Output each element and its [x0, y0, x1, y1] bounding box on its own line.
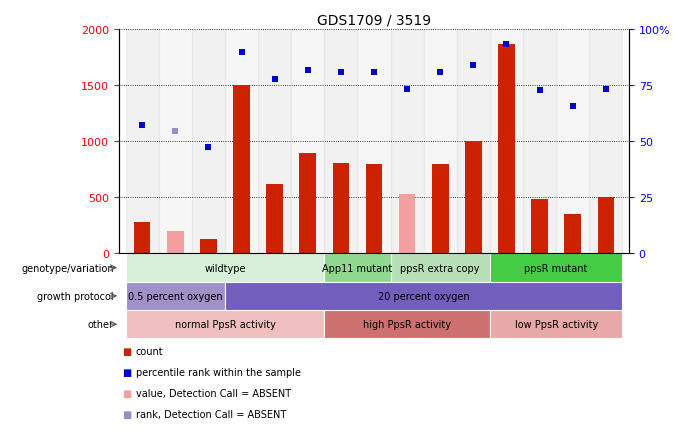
Text: 0.5 percent oxygen: 0.5 percent oxygen	[128, 291, 222, 301]
Bar	[134, 223, 150, 254]
Bar	[299, 153, 316, 254]
Bar	[324, 30, 358, 254]
Bar	[490, 254, 622, 282]
Bar	[399, 195, 415, 254]
Bar	[225, 30, 258, 254]
Bar	[366, 164, 382, 254]
Bar	[556, 30, 590, 254]
Bar	[291, 30, 324, 254]
Text: other: other	[88, 319, 114, 329]
Bar	[333, 163, 349, 254]
Bar	[126, 30, 158, 254]
Bar	[258, 30, 291, 254]
Bar	[200, 240, 217, 254]
Text: ■: ■	[122, 409, 132, 419]
Bar	[590, 30, 622, 254]
Text: ■: ■	[122, 368, 132, 377]
Bar	[498, 45, 515, 254]
Bar	[432, 164, 449, 254]
Bar	[531, 199, 548, 254]
Text: percentile rank within the sample: percentile rank within the sample	[136, 368, 301, 377]
Text: low PpsR activity: low PpsR activity	[515, 319, 598, 329]
Text: count: count	[136, 347, 164, 356]
Text: wildtype: wildtype	[204, 263, 245, 273]
Bar	[233, 86, 250, 254]
Text: App11 mutant: App11 mutant	[322, 263, 392, 273]
Bar	[167, 231, 184, 254]
Bar	[225, 282, 622, 310]
Text: ■: ■	[122, 388, 132, 398]
Text: high PpsR activity: high PpsR activity	[363, 319, 451, 329]
Title: GDS1709 / 3519: GDS1709 / 3519	[317, 14, 431, 28]
Text: normal PpsR activity: normal PpsR activity	[175, 319, 275, 329]
Bar	[523, 30, 556, 254]
Bar	[390, 30, 424, 254]
Bar	[324, 254, 390, 282]
Bar	[358, 30, 390, 254]
Text: ppsR mutant: ppsR mutant	[524, 263, 588, 273]
Text: genotype/variation: genotype/variation	[21, 263, 114, 273]
Bar	[490, 310, 622, 339]
Bar	[126, 310, 324, 339]
Bar	[126, 282, 225, 310]
Bar	[192, 30, 225, 254]
Bar	[324, 310, 490, 339]
Bar	[390, 254, 490, 282]
Bar	[564, 215, 581, 254]
Bar	[457, 30, 490, 254]
Text: value, Detection Call = ABSENT: value, Detection Call = ABSENT	[136, 388, 291, 398]
Text: growth protocol: growth protocol	[37, 291, 114, 301]
Text: rank, Detection Call = ABSENT: rank, Detection Call = ABSENT	[136, 409, 286, 419]
Text: 20 percent oxygen: 20 percent oxygen	[378, 291, 469, 301]
Bar	[490, 30, 523, 254]
Text: ■: ■	[122, 347, 132, 356]
Bar	[424, 30, 457, 254]
Bar	[465, 142, 481, 254]
Bar	[126, 254, 324, 282]
Bar	[158, 30, 192, 254]
Bar	[598, 198, 614, 254]
Text: ppsR extra copy: ppsR extra copy	[401, 263, 480, 273]
Bar	[267, 184, 283, 254]
